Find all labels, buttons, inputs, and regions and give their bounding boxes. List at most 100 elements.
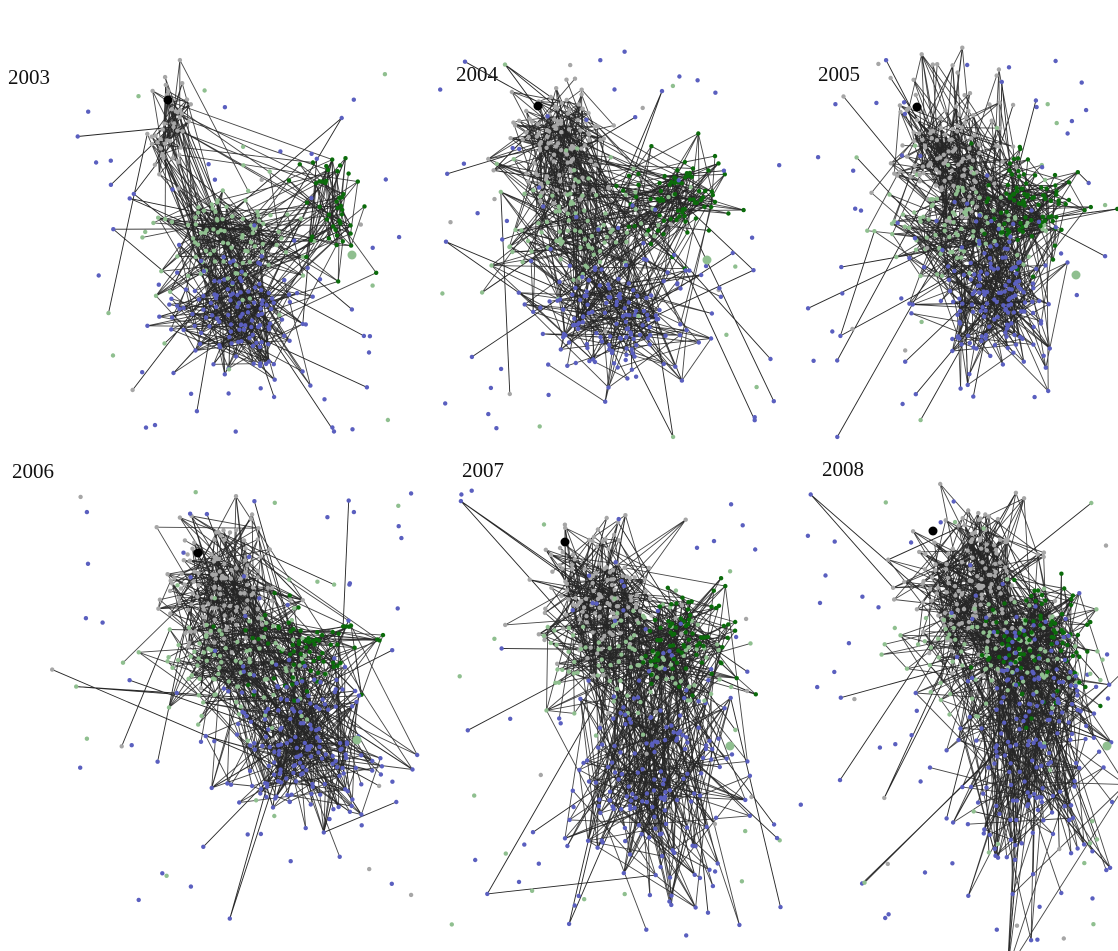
node (575, 117, 581, 123)
node (448, 220, 453, 225)
node (226, 367, 232, 372)
node (568, 62, 573, 68)
node (645, 336, 650, 341)
node (189, 602, 194, 607)
node (586, 310, 591, 316)
node (982, 251, 987, 256)
node (987, 324, 992, 329)
node (550, 193, 555, 198)
edge (245, 244, 277, 252)
node (573, 285, 578, 291)
node (970, 158, 976, 163)
node (897, 169, 902, 174)
node (274, 242, 279, 248)
node (946, 149, 951, 154)
node (127, 196, 132, 201)
node (815, 155, 821, 160)
node (717, 286, 722, 291)
node (169, 327, 174, 332)
node (536, 185, 542, 190)
node (580, 274, 585, 280)
node (84, 509, 90, 515)
node (568, 159, 574, 165)
node (647, 325, 652, 330)
node (1007, 161, 1013, 166)
node (211, 624, 216, 629)
node (918, 153, 923, 159)
node (531, 188, 536, 193)
node (245, 598, 250, 603)
node (225, 241, 231, 246)
node (241, 669, 246, 674)
edge (1016, 171, 1079, 270)
node (563, 207, 568, 212)
node (529, 249, 534, 254)
node (385, 417, 391, 423)
node (284, 684, 289, 690)
node (190, 311, 195, 317)
node (259, 254, 264, 259)
node (584, 117, 589, 123)
node (238, 322, 244, 327)
node (641, 241, 646, 246)
node (287, 799, 292, 804)
edge (521, 208, 685, 231)
node (276, 644, 281, 650)
node (1031, 324, 1036, 330)
node (145, 323, 150, 328)
node (520, 259, 525, 265)
node (169, 219, 175, 225)
edge (500, 191, 622, 339)
node (210, 572, 215, 577)
node (1029, 218, 1034, 223)
node (192, 323, 197, 329)
edge (166, 99, 188, 141)
node (894, 254, 899, 260)
node (580, 175, 585, 180)
node (234, 608, 239, 613)
node (180, 81, 185, 86)
node (297, 162, 302, 167)
node (140, 235, 145, 240)
edge (549, 301, 564, 338)
edge (537, 168, 571, 176)
node (969, 302, 975, 307)
node (236, 721, 241, 727)
node (603, 399, 608, 404)
node (443, 239, 449, 244)
edges (77, 59, 377, 432)
node (190, 546, 195, 551)
node (1040, 214, 1046, 220)
node (996, 226, 1001, 232)
node (254, 340, 259, 345)
node (136, 650, 141, 655)
node (972, 289, 977, 294)
node (959, 255, 964, 260)
node (358, 222, 363, 227)
node (633, 194, 639, 200)
node (967, 194, 972, 199)
node (546, 129, 552, 134)
node (235, 292, 240, 298)
node (692, 200, 698, 205)
node (208, 648, 213, 653)
node (488, 385, 494, 391)
node (988, 265, 994, 270)
node (231, 258, 236, 263)
node (1039, 165, 1045, 170)
node (201, 293, 206, 299)
node (546, 392, 551, 398)
node (560, 307, 566, 312)
node (623, 192, 628, 197)
node (1018, 287, 1023, 292)
node (396, 503, 401, 508)
node (268, 213, 273, 218)
node (344, 741, 350, 747)
edge (961, 344, 969, 385)
node (971, 394, 976, 399)
node (300, 598, 305, 603)
node (359, 812, 364, 817)
node (959, 125, 965, 130)
node (620, 188, 626, 193)
node (584, 341, 590, 347)
